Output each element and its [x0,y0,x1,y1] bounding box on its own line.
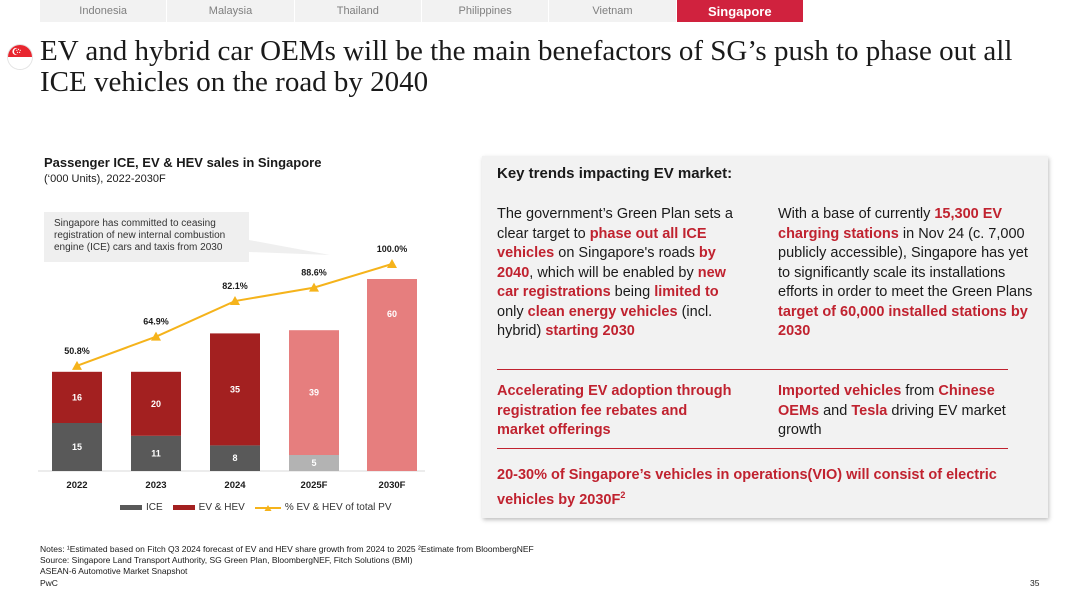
share-marker-2023 [151,331,161,341]
tick-2024: 2024 [224,480,246,491]
page-title: EV and hybrid car OEMs will be the main … [40,35,1013,98]
legend-ice-label: ICE [146,502,163,513]
bar-ev-2025F [289,330,339,455]
tick-2022: 2022 [66,480,87,491]
label-ev-2024: 35 [230,384,240,394]
panel-heading: Key trends impacting EV market: [497,165,733,182]
bar-ev-2030F [367,279,417,471]
divider-2 [497,448,1008,449]
brand-label: PwC [40,578,58,588]
share-label-2030F: 100.0% [377,244,408,254]
label-ice-2023: 11 [151,448,161,458]
footnotes: Notes: ¹Estimated based on Fitch Q3 2024… [40,544,534,577]
label-ice-2022: 15 [72,442,82,452]
share-marker-2025F [309,282,319,292]
trend-imported-vehicles: Imported vehicles from Chinese OEMs and … [778,383,1006,438]
bar-ice-2024 [210,445,260,471]
note-source: Source: Singapore Land Transport Authori… [40,555,413,565]
trend-green-plan: The government’s Green Plan sets a clear… [497,206,733,339]
label-ev-2022: 16 [72,392,82,402]
label-ice-2024: 8 [232,453,237,463]
tab-philippines[interactable]: Philippines [421,0,550,22]
share-label-2023: 64.9% [143,317,169,327]
tab-indonesia[interactable]: Indonesia [40,0,168,22]
legend-ice: ICE [120,502,163,513]
tab-thailand[interactable]: Thailand [294,0,422,22]
share-label-2025F: 88.6% [301,268,327,278]
trend-vio-forecast: 20-30% of Singapore’s vehicles in operat… [497,467,997,508]
share-marker-2024 [230,296,240,306]
tick-2023: 2023 [145,480,166,491]
bar-ev-2022 [52,371,102,423]
singapore-flag-icon [8,45,32,69]
chart-legend: ICE EV & HEV % EV & HEV of total PV [120,502,402,513]
note-report: ASEAN-6 Automotive Market Snapshot [40,566,188,576]
trend-ev-adoption: Accelerating EV adoption through registr… [497,383,732,438]
share-marker-2022 [72,360,82,370]
divider-1 [497,369,1008,370]
key-trends-panel: Key trends impacting EV market: The gove… [482,156,1048,518]
bar-ev-2023 [131,371,181,436]
label-ev-2025F: 39 [309,388,319,398]
legend-line-label: % EV & HEV of total PV [284,502,392,513]
callout-pointer [249,240,330,255]
label-ice-2025F: 5 [311,458,316,468]
label-ev-2023: 20 [151,399,161,409]
sales-chart: 15 16 2022 11 20 2023 8 35 2024 5 39 2025F 60 2030F 50… [38,240,425,491]
country-tabs: Indonesia Malaysia Thailand Philippines … [40,0,804,22]
note-1: Notes: ¹Estimated based on Fitch Q3 2024… [40,544,534,554]
share-marker-2030F [387,259,397,268]
chart-title: Passenger ICE, EV & HEV sales in Singapo… [44,155,322,170]
share-label-2024: 82.1% [222,281,248,291]
tick-2030F: 2030F [379,480,406,491]
chart-callout: Singapore has committed to ceasing regis… [44,212,249,262]
tab-vietnam[interactable]: Vietnam [549,0,677,22]
bar-ice-2025F [289,455,339,471]
tab-malaysia[interactable]: Malaysia [167,0,295,22]
tab-singapore[interactable]: Singapore [676,0,804,22]
legend-ev-label: EV & HEV [198,502,245,513]
legend-line: % EV & HEV of total PV [254,502,392,513]
tick-2025F: 2025F [301,480,328,491]
page-number: 35 [1030,578,1040,588]
share-label-2022: 50.8% [64,346,90,356]
bar-ev-2024 [210,333,260,446]
legend-line-marker [254,504,281,511]
trend-charging-stations: With a base of currently 15,300 EV charg… [778,206,1033,339]
label-ev-2030F: 60 [387,309,397,319]
bar-ice-2022 [52,423,102,471]
chart-subtitle: (‘000 Units), 2022-2030F [44,173,166,185]
bar-ice-2023 [131,435,181,471]
legend-ev: EV & HEV [172,502,245,513]
